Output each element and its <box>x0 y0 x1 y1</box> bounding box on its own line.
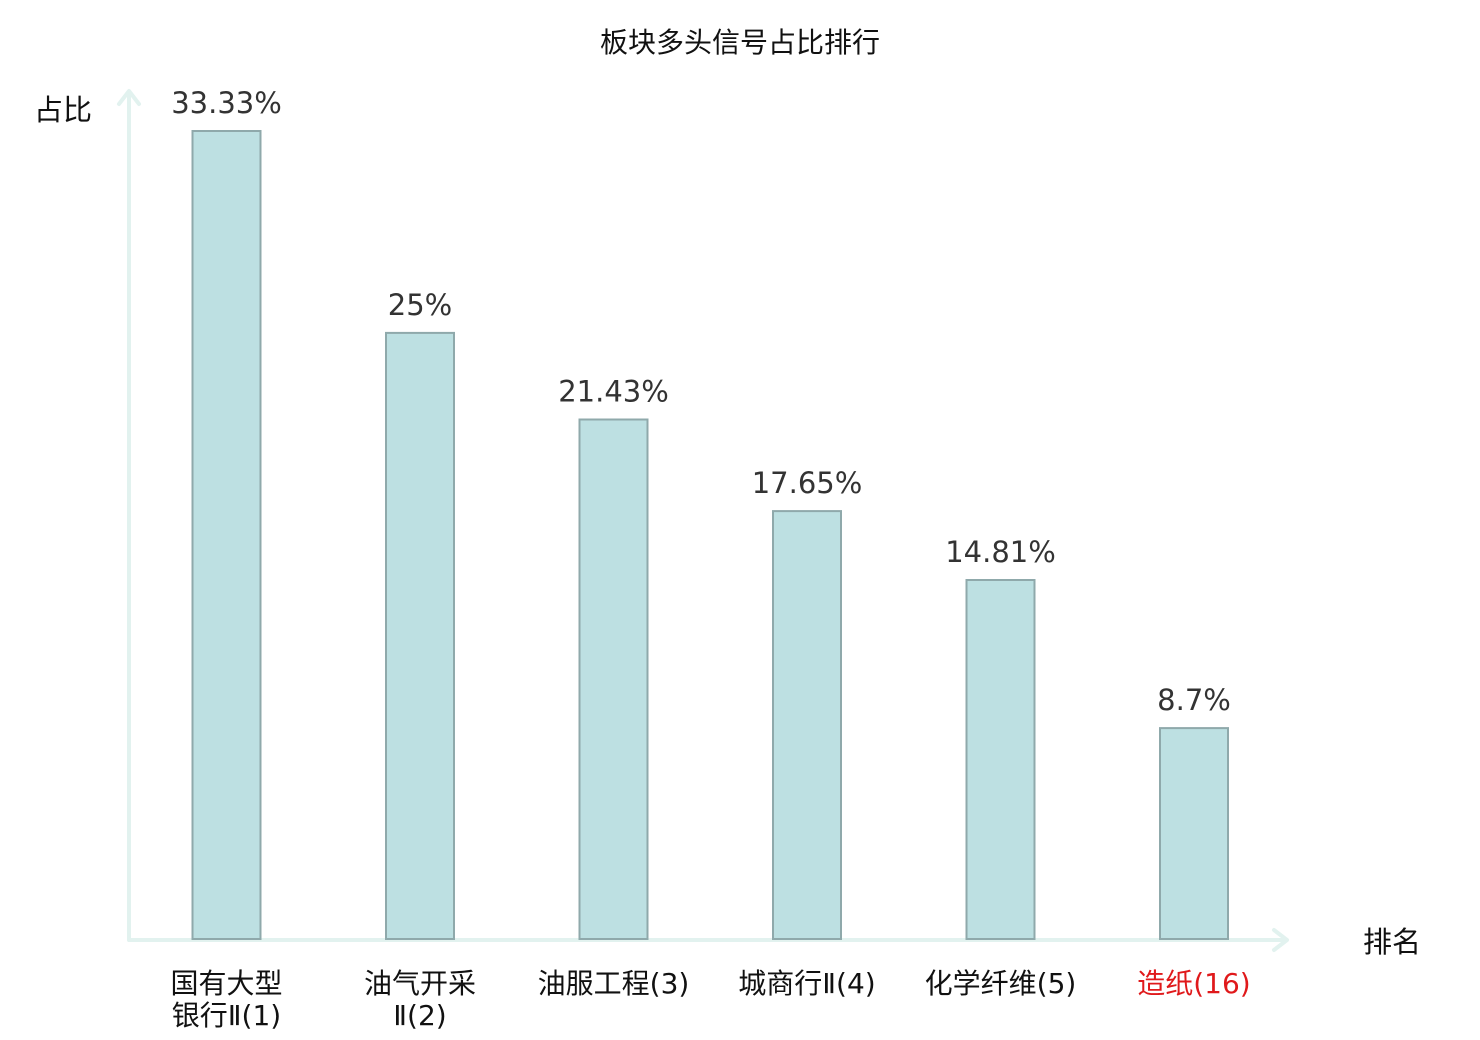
bar <box>1159 727 1229 940</box>
bar <box>772 510 842 940</box>
bar <box>965 579 1036 940</box>
axes <box>117 89 1289 952</box>
bar <box>191 130 262 940</box>
bar-value-label: 25% <box>388 288 452 322</box>
x-axis-arrow <box>1272 928 1289 952</box>
bars <box>191 130 1229 940</box>
bar-value-label: 14.81% <box>945 535 1056 569</box>
chart-title: 板块多头信号占比排行 <box>600 26 880 59</box>
x-tick-label: 化学纤维(5) <box>925 967 1077 1000</box>
x-tick-label-line: 银行Ⅱ(1) <box>172 999 281 1032</box>
x-tick-label-line: 国有大型 <box>170 967 282 1000</box>
x-tick-label: 城商行Ⅱ(4) <box>738 967 875 1000</box>
bar-value-label: 21.43% <box>558 375 669 409</box>
bar <box>578 418 649 940</box>
x-tick-label-line: 油气开采 <box>364 967 476 1000</box>
x-tick-label: 油服工程(3) <box>538 967 690 1000</box>
y-axis-arrow <box>117 89 141 106</box>
value-labels: 33.33% 25% 21.43% 17.65% 14.81% 8.7% <box>171 86 1231 717</box>
bar-value-label: 17.65% <box>752 466 863 500</box>
x-tick-label-line: 城商行Ⅱ(4) <box>738 967 875 1000</box>
x-axis-label: 排名 <box>1363 925 1421 959</box>
x-tick-label: 国有大型银行Ⅱ(1) <box>170 967 282 1032</box>
bar-value-label: 33.33% <box>171 86 282 120</box>
bar-value-label: 8.7% <box>1157 683 1231 717</box>
bar <box>385 331 455 940</box>
category-labels: 国有大型银行Ⅱ(1) 油气开采 Ⅱ(2) 油服工程(3) 城商行Ⅱ(4) 化学纤维(5) 造… <box>170 967 1250 1032</box>
x-tick-label-line: Ⅱ(2) <box>393 999 446 1032</box>
x-tick-label-line: 化学纤维(5) <box>925 967 1077 1000</box>
x-tick-label-line: 造纸(16) <box>1137 967 1250 1000</box>
x-tick-label: 造纸(16) <box>1137 967 1250 1000</box>
x-tick-label-line: 油服工程(3) <box>538 967 690 1000</box>
x-tick-label: 油气开采 Ⅱ(2) <box>364 967 476 1032</box>
y-axis-label: 占比 <box>34 93 92 127</box>
